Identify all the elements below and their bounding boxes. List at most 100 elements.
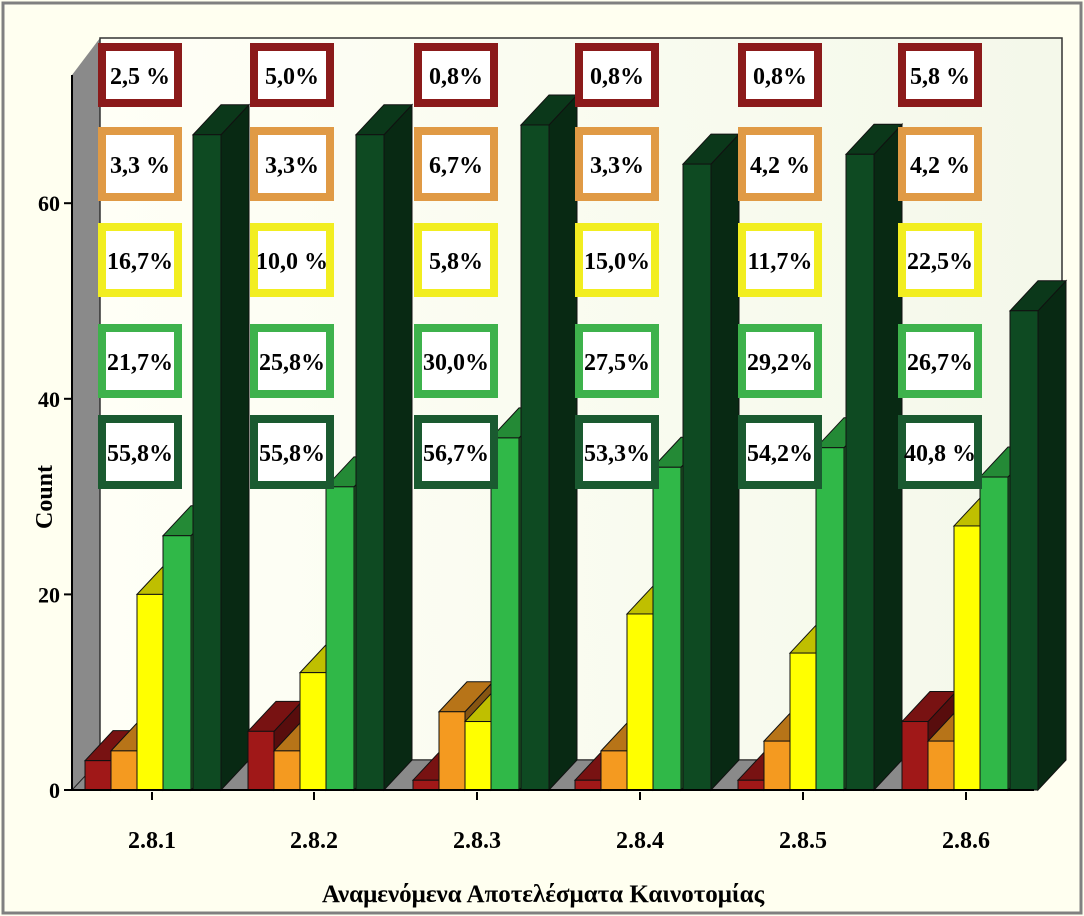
percent-label-text: 22,5% (907, 249, 973, 275)
bar-side (873, 123, 903, 792)
percent-label-box (738, 43, 822, 107)
percent-label: 27,5% (575, 324, 659, 398)
percent-label: 55,8% (250, 415, 334, 489)
bar (191, 103, 251, 792)
percent-label-text: 4,2 % (750, 153, 810, 179)
bar (1008, 279, 1068, 792)
bar-front (789, 652, 817, 791)
bar-group-2.8.1 (83, 103, 251, 792)
percent-label-text: 21,7% (107, 350, 173, 376)
percent-label-text: 16,7% (107, 249, 173, 275)
bar-front (600, 750, 628, 791)
bar-side (383, 103, 413, 792)
x-tick-label: 2.8.3 (453, 828, 501, 854)
percent-label-box (738, 324, 822, 398)
bar-front (737, 779, 765, 791)
percent-label-text: 25,8% (259, 350, 325, 376)
percent-label: 4,2 % (738, 127, 822, 201)
bar-front (162, 535, 192, 791)
percent-label: 5,8% (414, 223, 498, 297)
bar-side (710, 132, 740, 792)
x-tick-label: 2.8.5 (779, 828, 827, 854)
percent-label: 26,7% (898, 324, 982, 398)
bar-group-2.8.4 (573, 132, 741, 792)
percent-label: 25,8% (250, 324, 334, 398)
bar-front (438, 711, 466, 791)
percent-label-text: 30,0% (423, 350, 489, 376)
percent-label-box (250, 415, 334, 489)
bar (681, 132, 741, 792)
bars (83, 93, 1068, 792)
percent-label-box (898, 415, 982, 489)
percent-labels: 2,5 % 3,3 % 16,7% 21,7% 55,8% 5,0% 3,3% 10,0 % 2… (98, 43, 982, 489)
bar-front (464, 721, 492, 791)
percent-label: 56,7% (414, 415, 498, 489)
bar-group-2.8.2 (246, 103, 414, 792)
bar-front (273, 750, 301, 791)
percent-label-text: 56,7% (423, 441, 489, 467)
percent-label-box (414, 324, 498, 398)
percent-label: 21,7% (98, 324, 182, 398)
percent-label-text: 0,8% (590, 64, 644, 90)
y-tick-label: 40 (38, 387, 60, 412)
percent-label-box (575, 43, 659, 107)
bar-group-2.8.3 (411, 93, 579, 792)
percent-label: 53,3% (575, 415, 659, 489)
bar (354, 103, 414, 792)
percent-label-text: 0,8% (753, 64, 807, 90)
percent-label: 3,3% (250, 127, 334, 201)
percent-label-box (575, 127, 659, 201)
bar-front (901, 721, 929, 791)
bar-front (110, 750, 138, 791)
percent-label-box (898, 324, 982, 398)
percent-label: 3,3 % (98, 127, 182, 201)
y-tick-label: 60 (38, 191, 60, 216)
percent-label-box (250, 127, 334, 201)
percent-label: 54,2% (738, 415, 822, 489)
percent-label-text: 11,7% (748, 249, 813, 275)
percent-label-box (250, 324, 334, 398)
bar-front (136, 593, 164, 791)
percent-label: 22,5% (898, 223, 982, 297)
bar-side (548, 93, 578, 792)
percent-label-box (98, 43, 182, 107)
percent-label: 15,0% (575, 223, 659, 297)
percent-label: 4,2 % (898, 127, 982, 201)
percent-label-box (898, 223, 982, 297)
percent-label: 40,8 % (898, 415, 982, 489)
bar-group-2.8.5 (736, 123, 904, 792)
percent-label-text: 54,2% (747, 441, 813, 467)
bar-front (325, 486, 355, 791)
percent-label: 16,7% (98, 223, 182, 297)
percent-label: 30,0% (414, 324, 498, 398)
percent-label-text: 3,3% (265, 153, 319, 179)
bar-front (927, 740, 955, 791)
bar-front (247, 730, 275, 791)
percent-label-box (250, 223, 334, 297)
y-tick-label: 0 (49, 778, 60, 803)
x-tick-label: 2.8.4 (616, 828, 664, 854)
percent-label-text: 4,2 % (910, 153, 970, 179)
percent-label-box (98, 223, 182, 297)
bar-front (815, 447, 845, 791)
bar-front (682, 163, 712, 791)
percent-label-box (738, 127, 822, 201)
percent-label-box (575, 415, 659, 489)
percent-label-text: 40,8 % (904, 441, 976, 467)
bar-front (412, 779, 440, 791)
percent-label: 5,0% (250, 43, 334, 107)
bar-front (652, 466, 682, 791)
percent-label-text: 53,3% (584, 441, 650, 467)
percent-label-text: 3,3% (590, 153, 644, 179)
bar (519, 93, 579, 792)
percent-label: 10,0 % (250, 223, 334, 297)
y-axis: 0 20 40 60 (38, 75, 73, 803)
percent-label-text: 2,5 % (110, 64, 170, 90)
percent-label-box (575, 324, 659, 398)
percent-label-box (575, 223, 659, 297)
percent-label: 29,2% (738, 324, 822, 398)
percent-label: 11,7% (738, 223, 822, 297)
percent-label-text: 55,8% (259, 441, 325, 467)
percent-label-box (250, 43, 334, 107)
